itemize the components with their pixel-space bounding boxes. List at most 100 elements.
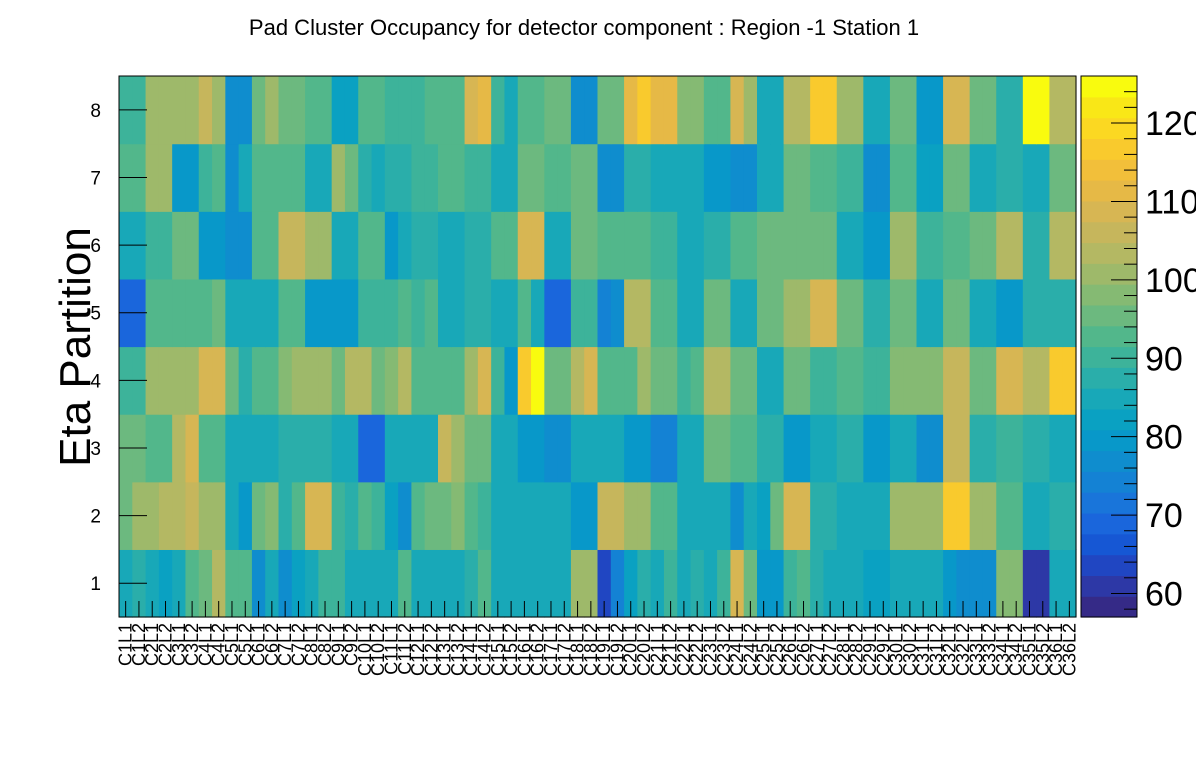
heatmap-cell <box>1062 481 1077 550</box>
heatmap-cell <box>491 346 506 415</box>
heatmap-cell <box>916 414 931 483</box>
heatmap-cell <box>850 211 864 280</box>
y-tick-label: 2 <box>90 507 101 528</box>
heatmap-cell <box>477 76 492 145</box>
x-tick-label: C14L2 <box>475 623 495 676</box>
heatmap-cell <box>757 414 771 483</box>
heatmap-cell <box>265 481 280 550</box>
heatmap-cell <box>318 549 333 618</box>
heatmap-cell <box>624 346 638 415</box>
heatmap-cell <box>956 211 971 280</box>
heatmap-cell <box>717 143 732 212</box>
heatmap-cell <box>810 211 825 280</box>
heatmap-cell <box>544 549 559 618</box>
heatmap-cell <box>291 346 306 415</box>
x-tick-label: C3L1 <box>169 623 189 666</box>
heatmap-cell <box>451 549 466 618</box>
heatmap-cell <box>796 346 811 415</box>
heatmap-cell <box>238 549 253 618</box>
heatmap-cell <box>770 278 785 348</box>
heatmap-cell <box>438 143 452 212</box>
heatmap-cell <box>424 549 439 618</box>
heatmap-cell <box>158 549 173 618</box>
heatmap-cell <box>185 414 200 483</box>
heatmap-cell <box>384 549 399 618</box>
heatmap-cell <box>770 346 785 415</box>
heatmap-cell <box>637 414 652 483</box>
heatmap-cell <box>796 278 811 348</box>
heatmap-cell <box>929 143 944 212</box>
heatmap-cell <box>1009 143 1024 212</box>
heatmap-cell <box>863 549 878 618</box>
heatmap-cell <box>836 481 851 550</box>
heatmap-cell <box>996 143 1011 212</box>
heatmap-cell <box>424 211 439 280</box>
x-tick-label: C32L1 <box>940 623 960 676</box>
heatmap-cell <box>238 481 253 550</box>
heatmap-cell <box>796 211 811 280</box>
heatmap-cell <box>876 76 891 145</box>
heatmap-cell <box>956 76 971 145</box>
x-tick-label: C23L2 <box>714 623 734 676</box>
heatmap-cell <box>969 549 984 618</box>
heatmap-cell <box>730 211 745 280</box>
heatmap-cell <box>212 76 226 145</box>
heatmap-cell <box>889 414 904 483</box>
heatmap-cell <box>1009 211 1024 280</box>
heatmap-cell <box>424 143 439 212</box>
heatmap-cell <box>398 346 413 415</box>
heatmap-cell <box>251 76 266 145</box>
heatmap-cell <box>398 76 413 145</box>
color-scale-label: 60 <box>1145 575 1183 613</box>
heatmap-cell <box>743 278 758 348</box>
heatmap-cell <box>584 76 599 145</box>
heatmap-cell <box>464 76 479 145</box>
heatmap-cell <box>863 143 878 212</box>
heatmap-cell <box>982 481 997 550</box>
heatmap-cell <box>889 549 904 618</box>
heatmap-cell <box>145 211 160 280</box>
heatmap-cell <box>344 76 359 145</box>
heatmap-cell <box>198 278 213 348</box>
heatmap-cell <box>212 211 226 280</box>
heatmap-cell <box>876 278 891 348</box>
heatmap-cell <box>770 211 785 280</box>
heatmap-cell <box>770 481 785 550</box>
heatmap-cell <box>850 76 864 145</box>
heatmap-cell <box>810 278 825 348</box>
x-tick-label: C36L2 <box>1059 623 1079 676</box>
heatmap-cell <box>238 143 253 212</box>
heatmap-cell <box>982 211 997 280</box>
heatmap-cell <box>823 211 838 280</box>
heatmap-cell <box>491 278 506 348</box>
color-scale-band <box>1081 221 1137 244</box>
heatmap-cell <box>265 278 280 348</box>
color-scale-band <box>1081 96 1137 119</box>
heatmap-cell <box>570 143 585 212</box>
heatmap-cell <box>358 211 373 280</box>
heatmap-cell <box>331 346 346 415</box>
heatmap-cell <box>384 278 399 348</box>
heatmap-cell <box>212 549 226 618</box>
color-scale-band <box>1081 180 1137 202</box>
heatmap-cell <box>584 549 599 618</box>
x-tick-label: C21L1 <box>647 623 667 676</box>
heatmap-cell <box>331 143 346 212</box>
heatmap-cell <box>451 414 466 483</box>
heatmap-cell <box>943 76 957 145</box>
heatmap-cell <box>929 278 944 348</box>
heatmap-cell <box>398 211 413 280</box>
heatmap-cell <box>663 346 678 415</box>
heatmap-cell <box>624 76 638 145</box>
heatmap-cell <box>451 76 466 145</box>
heatmap-cell <box>770 549 785 618</box>
heatmap-cell <box>929 346 944 415</box>
heatmap-cell <box>810 481 825 550</box>
heatmap-cell <box>531 549 545 618</box>
x-tick-label: C23L1 <box>700 623 720 676</box>
heatmap-cell <box>504 76 519 145</box>
heatmap-cell <box>677 414 692 483</box>
heatmap-cell <box>703 414 718 483</box>
heatmap-cell <box>251 346 266 415</box>
heatmap-cell <box>212 346 226 415</box>
